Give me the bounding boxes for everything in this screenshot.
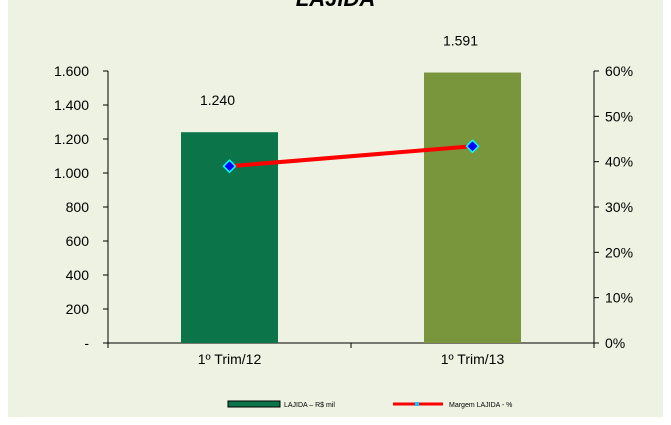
right-tick-label: 50% xyxy=(605,108,633,124)
x-tick-label: 1º Trim/13 xyxy=(441,351,505,367)
margin-line xyxy=(229,144,473,169)
left-tick-label: 1.600 xyxy=(54,63,89,79)
legend-label-line: Margem LAJIDA - % xyxy=(449,402,512,409)
right-tick-label: 20% xyxy=(605,244,633,260)
legend-swatch-bar xyxy=(227,400,281,408)
left-tick-label: 1.200 xyxy=(54,131,89,147)
margin-point xyxy=(465,139,480,154)
margin-point xyxy=(222,159,237,174)
right-tick-label: 30% xyxy=(605,199,633,215)
chart-title: LAJIDA xyxy=(0,0,671,12)
left-tick-label: 1.000 xyxy=(54,165,89,181)
right-tick-label: 0% xyxy=(605,335,625,351)
chart-area xyxy=(8,0,663,417)
left-tick-label: - xyxy=(84,335,89,351)
left-tick-label: 400 xyxy=(66,267,90,283)
bar-data-label: 1.240 xyxy=(200,92,235,108)
left-tick-label: 800 xyxy=(66,199,90,215)
x-tick-label: 1º Trim/12 xyxy=(198,351,262,367)
right-tick-label: 40% xyxy=(605,154,633,170)
right-tick-label: 10% xyxy=(605,290,633,306)
left-tick-label: 600 xyxy=(66,233,90,249)
bar-data-label: 1.591 xyxy=(443,33,478,49)
right-tick-label: 60% xyxy=(605,63,633,79)
left-tick-label: 1.400 xyxy=(54,97,89,113)
left-tick-label: 200 xyxy=(66,301,90,317)
legend-label-bar: LAJIDA – R$ mil xyxy=(284,402,335,409)
legend-swatch-marker xyxy=(415,402,419,406)
bar xyxy=(424,72,521,343)
